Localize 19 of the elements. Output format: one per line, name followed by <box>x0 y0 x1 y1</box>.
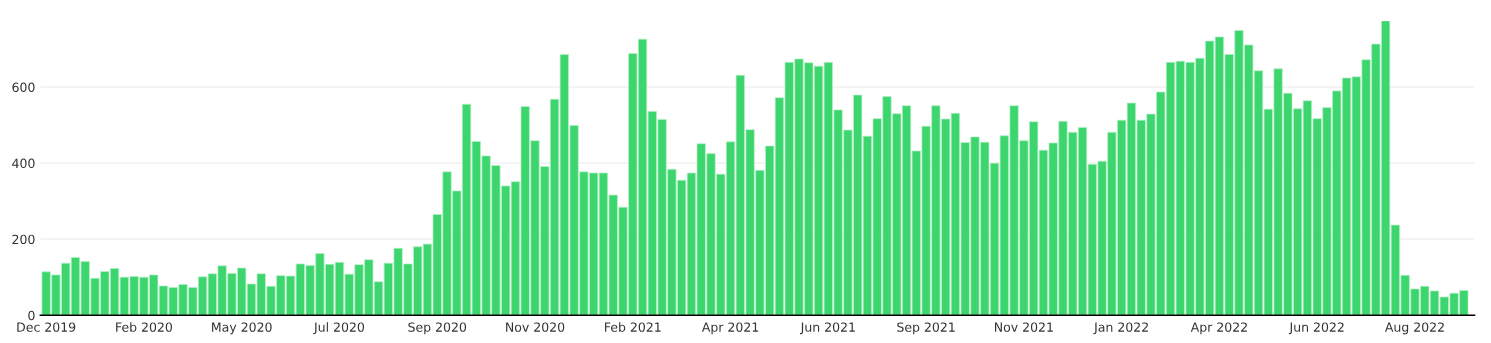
y-tick-label: 400 <box>12 158 35 169</box>
x-tick-label: Nov 2021 <box>995 322 1053 332</box>
y-tick-label: 0 <box>28 310 35 321</box>
x-tick-label: Apr 2021 <box>701 322 759 335</box>
x-tick-label: Jul 2020 <box>313 322 365 335</box>
x-tick-label: Sep 2020 <box>408 322 467 335</box>
x-tick-label: May 2020 <box>212 322 272 335</box>
x-tick-label: Jun 2022 <box>1288 322 1344 335</box>
x-tick-label: Aug 2022 <box>1384 322 1444 335</box>
y-tick-label: 600 <box>12 82 35 93</box>
x-tick-label: Nov 2020 <box>506 322 565 332</box>
x-tick-label: Feb 2021 <box>605 322 661 332</box>
x-tick-label: Sep 2021 <box>897 322 955 335</box>
x-tick-label: Dec 2019 <box>17 322 76 332</box>
x-tick-label: Jan 2022 <box>1093 322 1148 335</box>
x-tick-label: Apr 2022 <box>1190 322 1247 335</box>
x-tick-label: Feb 2020 <box>116 322 173 332</box>
y-tick-label: 200 <box>12 234 35 245</box>
x-tick-label: Jun 2021 <box>800 322 855 335</box>
